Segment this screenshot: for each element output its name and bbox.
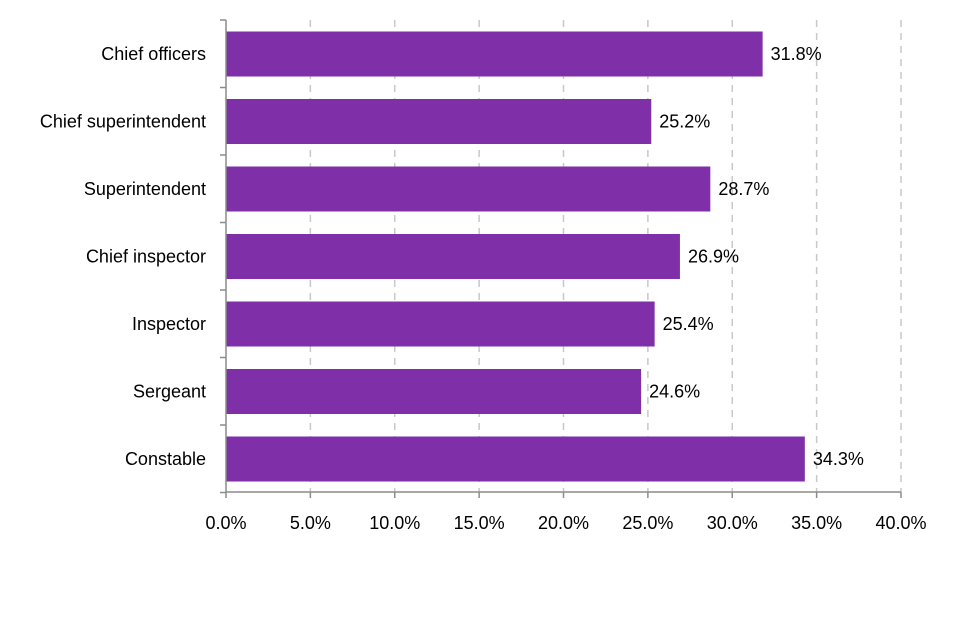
x-tick-label: 5.0% (290, 513, 331, 533)
bar (226, 31, 763, 77)
data-label: 24.6% (649, 382, 700, 402)
data-label: 31.8% (771, 44, 822, 64)
category-label: Chief superintendent (40, 112, 206, 132)
x-tick-label: 30.0% (707, 513, 758, 533)
data-label: 25.4% (663, 314, 714, 334)
category-label: Sergeant (133, 382, 206, 402)
data-label: 26.9% (688, 247, 739, 267)
data-label: 25.2% (659, 112, 710, 132)
x-tick-label: 10.0% (369, 513, 420, 533)
x-tick-label: 20.0% (538, 513, 589, 533)
bar (226, 99, 652, 144)
bar (226, 369, 642, 414)
bar (226, 234, 680, 279)
category-label: Superintendent (84, 179, 206, 199)
category-label: Inspector (132, 314, 206, 334)
bars (226, 31, 805, 482)
x-tick-label: 40.0% (875, 513, 926, 533)
bar (226, 301, 655, 347)
data-label: 34.3% (813, 449, 864, 469)
category-label: Chief inspector (86, 247, 206, 267)
x-tick-label: 25.0% (622, 513, 673, 533)
category-label: Constable (125, 449, 206, 469)
axes (220, 19, 902, 498)
x-tick-label: 35.0% (791, 513, 842, 533)
x-tick-label: 0.0% (205, 513, 246, 533)
bar (226, 436, 805, 482)
x-tick-label: 15.0% (454, 513, 505, 533)
category-label: Chief officers (101, 44, 206, 64)
data-label: 28.7% (718, 179, 769, 199)
bar (226, 166, 711, 212)
labels: 31.8% Chief officers 25.2% Chief superinten… (40, 44, 927, 533)
